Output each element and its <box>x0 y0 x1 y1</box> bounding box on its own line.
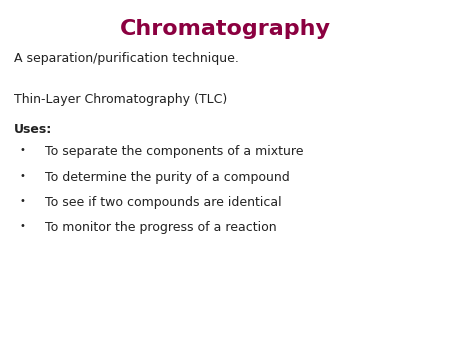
Text: To monitor the progress of a reaction: To monitor the progress of a reaction <box>45 221 277 234</box>
Text: Uses:: Uses: <box>14 123 52 136</box>
Text: To see if two compounds are identical: To see if two compounds are identical <box>45 196 282 209</box>
Text: •: • <box>19 171 26 181</box>
Text: A separation/purification technique.: A separation/purification technique. <box>14 52 238 65</box>
Text: Chromatography: Chromatography <box>120 19 330 39</box>
Text: Thin-Layer Chromatography (TLC): Thin-Layer Chromatography (TLC) <box>14 93 227 106</box>
Text: •: • <box>19 145 26 155</box>
Text: To separate the components of a mixture: To separate the components of a mixture <box>45 145 303 158</box>
Text: •: • <box>19 196 26 206</box>
Text: •: • <box>19 221 26 232</box>
Text: To determine the purity of a compound: To determine the purity of a compound <box>45 171 290 184</box>
